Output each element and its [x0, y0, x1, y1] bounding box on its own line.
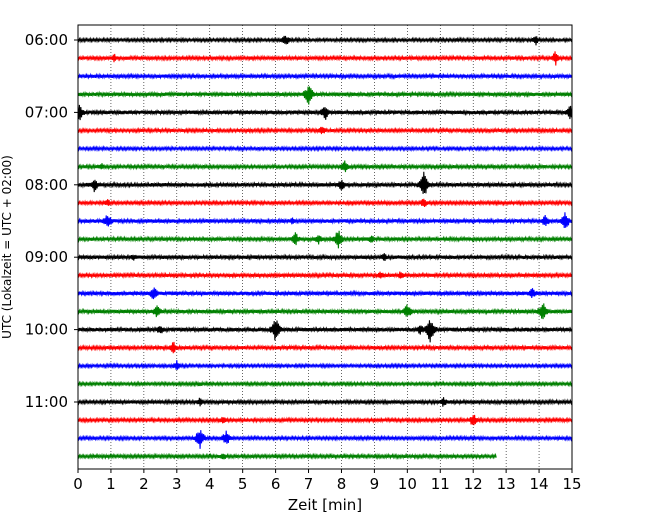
- trace-1115: [77, 414, 573, 426]
- x-tick-label: 3: [172, 475, 182, 493]
- trace-0700: [77, 104, 573, 121]
- trace-0830: [77, 212, 573, 229]
- trace-0630: [77, 72, 573, 81]
- trace-0745: [77, 160, 573, 173]
- y-tick-label: 11:00: [25, 393, 68, 411]
- x-axis-ticks: 0 1 2 3 4 5 6 7 8 9 10 11 12 13 14 15: [73, 469, 582, 493]
- trace-1130: [77, 430, 573, 449]
- y-tick-label: 07:00: [25, 103, 68, 121]
- x-tick-label: 10: [398, 475, 417, 493]
- trace-1045: [77, 380, 573, 388]
- x-tick-label: 15: [562, 475, 581, 493]
- y-tick-label: 10:00: [25, 321, 68, 339]
- trace-0930: [77, 287, 573, 300]
- x-tick-label: 13: [497, 475, 516, 493]
- x-tick-label: 2: [139, 475, 149, 493]
- trace-layer: [77, 35, 573, 461]
- vertical-grid-lines: [110, 25, 540, 469]
- x-tick-label: 11: [431, 475, 450, 493]
- trace-1145: [77, 452, 497, 461]
- trace-0800: [77, 171, 573, 194]
- trace-0915: [77, 271, 573, 280]
- trace-1015: [77, 341, 573, 354]
- y-axis-label: UTC (Lokalzeit = UTC + 02:00): [0, 155, 14, 339]
- trace-0715: [77, 126, 573, 135]
- x-tick-label: 1: [106, 475, 116, 493]
- plot-frame: [77, 24, 573, 470]
- y-tick-label: 06:00: [25, 31, 68, 49]
- x-tick-label: 12: [464, 475, 483, 493]
- trace-0945: [77, 303, 573, 320]
- x-tick-label: 8: [337, 475, 347, 493]
- trace-0815: [77, 198, 573, 208]
- x-tick-label: 9: [370, 475, 380, 493]
- trace-1100: [77, 397, 573, 407]
- trace-1030: [77, 360, 573, 370]
- y-tick-label: 08:00: [25, 176, 68, 194]
- trace-0615: [77, 51, 573, 66]
- y-axis-ticks: 06:00 07:00 08:00 09:00 10:00 11:00: [25, 31, 78, 411]
- trace-0900: [77, 253, 573, 262]
- trace-0845: [77, 230, 573, 249]
- trace-0645: [77, 86, 573, 105]
- x-axis-label: Zeit [min]: [288, 496, 362, 514]
- trace-0600: [77, 35, 573, 46]
- trace-0730: [77, 145, 573, 153]
- x-tick-label: 0: [73, 475, 83, 493]
- y-tick-label: 09:00: [25, 248, 68, 266]
- trace-1000: [77, 320, 573, 343]
- x-tick-label: 4: [205, 475, 215, 493]
- x-tick-label: 14: [530, 475, 549, 493]
- x-tick-label: 7: [304, 475, 314, 493]
- x-tick-label: 5: [238, 475, 248, 493]
- x-tick-label: 6: [271, 475, 281, 493]
